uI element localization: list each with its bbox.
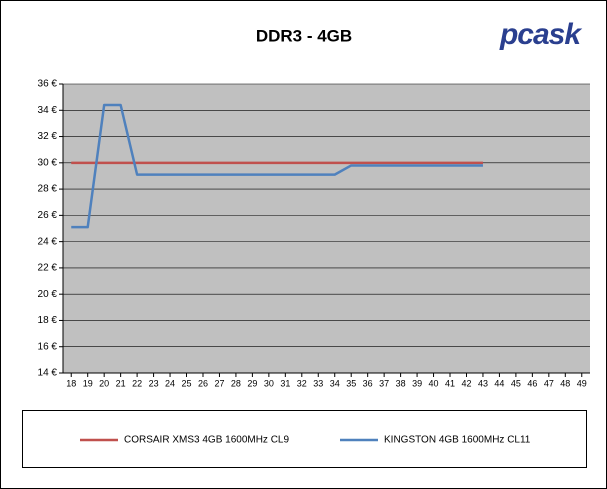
x-tick-label: 30 <box>264 378 274 388</box>
x-tick-label: 34 <box>330 378 340 388</box>
y-tick-label: 34 € <box>38 105 58 116</box>
logo: pcask <box>499 18 582 51</box>
x-tick-label: 47 <box>544 378 554 388</box>
x-tick-label: 24 <box>165 378 175 388</box>
x-tick-label: 28 <box>231 378 241 388</box>
x-tick-label: 27 <box>214 378 224 388</box>
y-tick-label: 14 € <box>38 368 58 379</box>
legend-label: KINGSTON 4GB 1600MHz CL11 <box>384 435 531 446</box>
x-tick-label: 46 <box>527 378 537 388</box>
y-tick-label: 24 € <box>38 236 58 247</box>
y-tick-label: 26 € <box>38 210 58 221</box>
x-tick-label: 38 <box>396 378 406 388</box>
x-tick-label: 43 <box>478 378 488 388</box>
legend-label: CORSAIR XMS3 4GB 1600MHz CL9 <box>124 435 289 446</box>
x-tick-label: 29 <box>247 378 257 388</box>
chart-title: DDR3 - 4GB <box>256 26 352 45</box>
x-tick-label: 40 <box>429 378 439 388</box>
x-tick-label: 20 <box>99 378 109 388</box>
series-line <box>71 103 483 229</box>
x-tick-label: 48 <box>560 378 570 388</box>
x-tick-label: 31 <box>280 378 290 388</box>
x-tick-label: 49 <box>577 378 587 388</box>
y-tick-label: 30 € <box>38 157 58 168</box>
x-tick-label: 32 <box>297 378 307 388</box>
x-tick-label: 42 <box>461 378 471 388</box>
plot-area <box>63 84 590 373</box>
x-tick-label: 25 <box>182 378 192 388</box>
y-tick-label: 28 € <box>38 184 58 195</box>
x-tick-label: 19 <box>83 378 93 388</box>
x-tick-label: 36 <box>363 378 373 388</box>
x-tick-label: 18 <box>66 378 76 388</box>
x-tick-label: 26 <box>198 378 208 388</box>
y-tick-label: 18 € <box>38 315 58 326</box>
x-tick-label: 39 <box>412 378 422 388</box>
y-tick-label: 22 € <box>38 263 58 274</box>
x-tick-label: 23 <box>149 378 159 388</box>
x-tick-label: 44 <box>494 378 504 388</box>
x-tick-label: 35 <box>346 378 356 388</box>
x-tick-label: 41 <box>445 378 455 388</box>
x-tick-label: 45 <box>511 378 521 388</box>
y-tick-label: 16 € <box>38 341 58 352</box>
x-tick-label: 21 <box>116 378 126 388</box>
y-tick-label: 20 € <box>38 289 58 300</box>
x-tick-label: 37 <box>379 378 389 388</box>
y-tick-label: 32 € <box>38 131 58 142</box>
y-tick-label: 36 € <box>38 79 58 90</box>
x-tick-label: 33 <box>313 378 323 388</box>
x-tick-label: 22 <box>132 378 142 388</box>
